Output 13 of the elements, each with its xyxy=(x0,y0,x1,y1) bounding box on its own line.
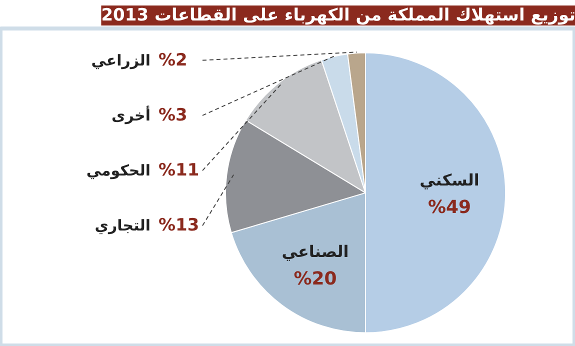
data-label: %20 xyxy=(294,268,337,290)
slice-label: التجاري xyxy=(94,216,151,235)
data-label: %49 xyxy=(428,197,472,218)
data-label: %13 xyxy=(158,216,200,236)
data-label: %11 xyxy=(158,160,200,181)
chart-title: توزيع استهلاك المملكة من الكهرباء على القطاعات 2013 xyxy=(101,6,575,26)
slice-label: أخرى xyxy=(111,105,150,124)
slice-label: الحكومي xyxy=(86,162,151,180)
slice-label: الزراعي xyxy=(91,51,151,70)
data-label: %3 xyxy=(158,105,188,126)
data-label: %2 xyxy=(158,50,188,70)
slice-label: الصناعي xyxy=(282,242,349,261)
slice-label: السكني xyxy=(420,170,480,190)
